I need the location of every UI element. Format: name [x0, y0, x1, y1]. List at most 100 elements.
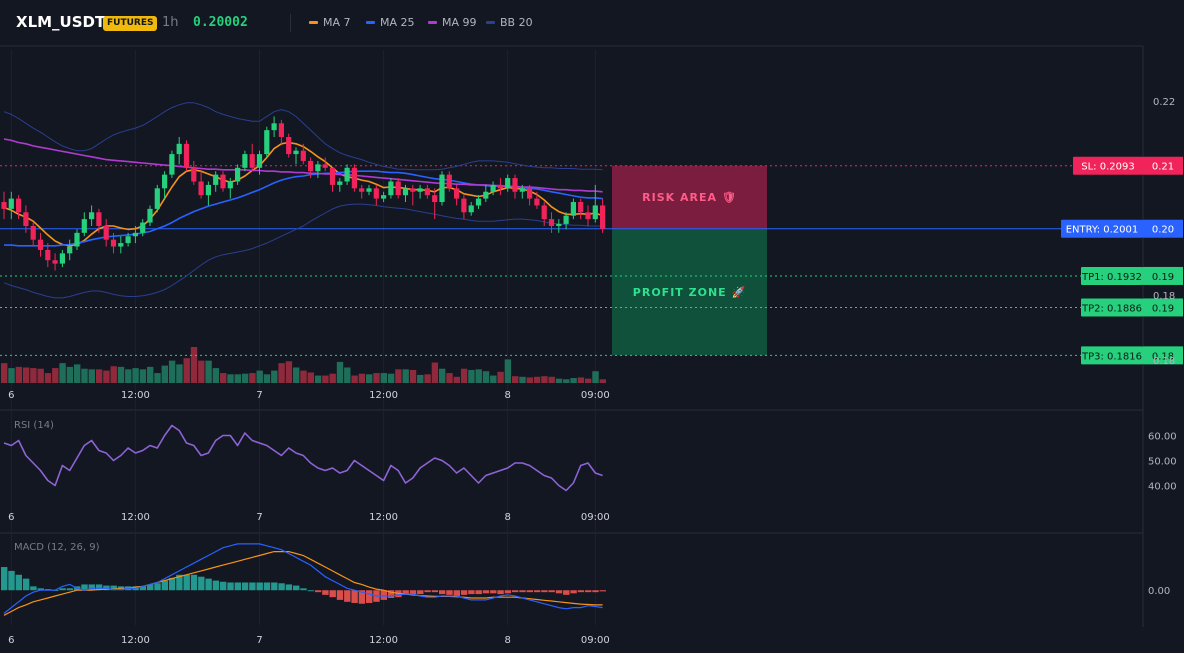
- candle-body[interactable]: [183, 143, 190, 168]
- candle-body[interactable]: [16, 198, 22, 213]
- legend-ma7[interactable]: MA 7: [309, 9, 351, 35]
- candle-body[interactable]: [315, 164, 321, 172]
- candle-body[interactable]: [490, 184, 496, 192]
- volume-bar: [22, 367, 30, 383]
- candle-body[interactable]: [176, 143, 182, 155]
- candle-body[interactable]: [169, 154, 175, 175]
- candle-body[interactable]: [96, 212, 102, 226]
- time-axis-label: 12:00: [121, 390, 150, 401]
- candle-body[interactable]: [381, 195, 387, 199]
- candle-body[interactable]: [483, 191, 489, 199]
- candle-body[interactable]: [468, 205, 474, 213]
- candle-body[interactable]: [454, 188, 460, 199]
- volume-bar: [161, 365, 168, 383]
- time-axis-label: 7: [256, 390, 262, 401]
- legend-ma7-label: MA 7: [323, 15, 351, 29]
- candle-body[interactable]: [373, 188, 379, 199]
- candle-body[interactable]: [59, 253, 65, 264]
- candle-body[interactable]: [578, 202, 584, 213]
- candle-body[interactable]: [67, 246, 73, 254]
- candle-body[interactable]: [256, 154, 263, 168]
- candle-body[interactable]: [592, 205, 598, 220]
- symbol-title[interactable]: XLM_USDT: [16, 13, 106, 31]
- candle-body[interactable]: [1, 202, 7, 209]
- candle-body[interactable]: [475, 198, 482, 206]
- candle-body[interactable]: [359, 188, 365, 192]
- candle-body[interactable]: [337, 181, 343, 185]
- candle-body[interactable]: [30, 225, 36, 240]
- candle-body[interactable]: [264, 130, 270, 155]
- candle-body[interactable]: [497, 184, 503, 189]
- candle-body[interactable]: [366, 188, 372, 192]
- candle-body[interactable]: [402, 188, 409, 196]
- candle-body[interactable]: [556, 223, 562, 226]
- candle-body[interactable]: [235, 167, 241, 182]
- candle-body[interactable]: [344, 167, 350, 182]
- candle-body[interactable]: [461, 198, 467, 213]
- candle-body[interactable]: [125, 236, 131, 244]
- candle-body[interactable]: [286, 136, 292, 155]
- candle-body[interactable]: [103, 225, 109, 240]
- volume-bar: [329, 373, 336, 383]
- candle-body[interactable]: [432, 195, 438, 203]
- timeframe-label[interactable]: 1h: [162, 14, 179, 30]
- candle-body[interactable]: [410, 188, 416, 192]
- macd-histogram-bar: [300, 588, 307, 591]
- candle-body[interactable]: [198, 181, 204, 196]
- candle-body[interactable]: [417, 188, 423, 192]
- legend-bb20[interactable]: BB 20: [486, 9, 533, 35]
- candle-body[interactable]: [585, 212, 591, 220]
- candle-body[interactable]: [220, 174, 226, 189]
- candle-body[interactable]: [140, 222, 146, 233]
- candle-body[interactable]: [424, 188, 430, 196]
- candle-body[interactable]: [527, 188, 533, 199]
- candle-body[interactable]: [191, 167, 197, 182]
- candle-body[interactable]: [213, 174, 219, 185]
- legend-ma25[interactable]: MA 25: [366, 9, 415, 35]
- candle-body[interactable]: [249, 154, 255, 168]
- candle-body[interactable]: [45, 249, 51, 261]
- candle-body[interactable]: [512, 178, 518, 192]
- level-tag-tp-3: [1081, 298, 1143, 317]
- legend-ma99[interactable]: MA 99: [428, 9, 477, 35]
- candle-body[interactable]: [242, 154, 248, 168]
- candle-body[interactable]: [110, 239, 117, 247]
- candle-body[interactable]: [154, 188, 160, 209]
- volume-bar: [439, 368, 446, 383]
- candle-body[interactable]: [118, 243, 124, 247]
- candle-body[interactable]: [388, 181, 394, 196]
- candle-body[interactable]: [278, 123, 284, 137]
- candle-body[interactable]: [132, 232, 138, 237]
- candle-body[interactable]: [293, 150, 299, 155]
- candle-body[interactable]: [519, 188, 525, 192]
- candle-body[interactable]: [81, 219, 87, 233]
- candle-body[interactable]: [351, 167, 357, 189]
- candle-body[interactable]: [548, 219, 555, 226]
- candle-body[interactable]: [570, 202, 576, 216]
- candle-body[interactable]: [395, 181, 401, 196]
- candle-body[interactable]: [329, 167, 336, 185]
- candle-body[interactable]: [541, 205, 547, 220]
- candle-body[interactable]: [52, 260, 58, 264]
- candle-body[interactable]: [600, 205, 606, 229]
- candle-body[interactable]: [205, 184, 211, 196]
- candle-body[interactable]: [8, 198, 14, 209]
- candle-body[interactable]: [439, 174, 445, 203]
- candle-body[interactable]: [74, 232, 80, 247]
- candle-body[interactable]: [308, 160, 314, 172]
- candle-body[interactable]: [300, 150, 306, 161]
- candle-body[interactable]: [446, 174, 452, 189]
- candle-body[interactable]: [147, 208, 153, 223]
- candle-body[interactable]: [322, 164, 328, 168]
- candle-body[interactable]: [534, 198, 540, 206]
- candle-body[interactable]: [162, 174, 168, 189]
- candle-body[interactable]: [89, 212, 95, 220]
- candle-body[interactable]: [227, 181, 233, 189]
- candle-body[interactable]: [505, 178, 511, 189]
- candle-body[interactable]: [37, 239, 44, 250]
- candle-body[interactable]: [23, 212, 29, 226]
- candle-body[interactable]: [563, 215, 569, 224]
- volume-bar: [147, 366, 154, 383]
- candle-body[interactable]: [271, 123, 277, 131]
